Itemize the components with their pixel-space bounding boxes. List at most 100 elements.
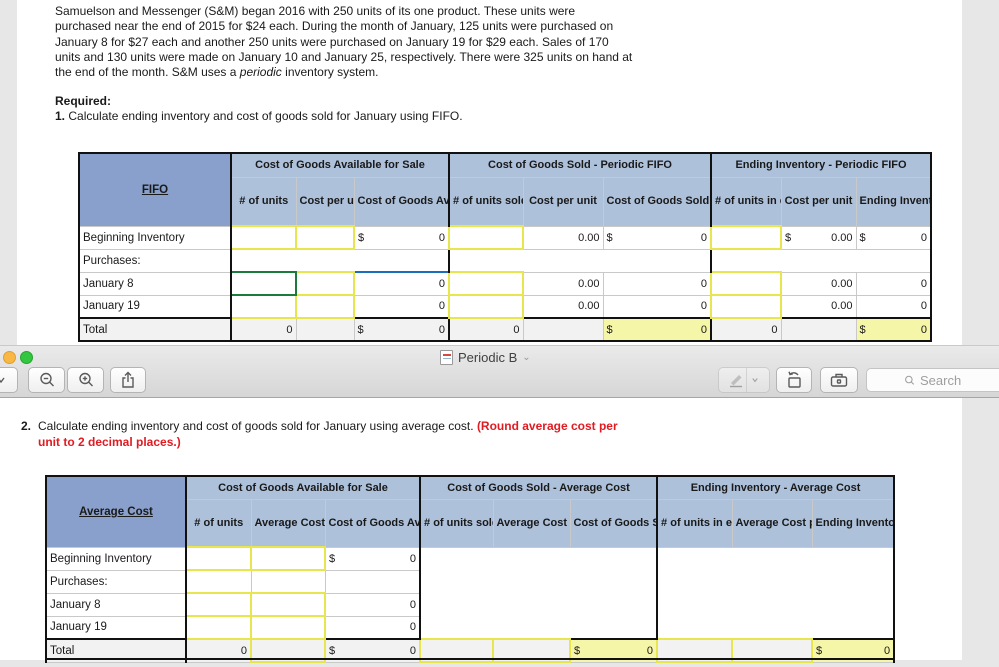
avg-ending-workspace: [656, 546, 895, 640]
fifo-begin-units-sold-input[interactable]: [448, 225, 525, 250]
fifo-jan19-units-input[interactable]: [230, 294, 297, 319]
row-label: January 19: [45, 615, 187, 640]
problem-text-italic: periodic: [239, 65, 282, 80]
fifo-jan19-units-sold-input[interactable]: [448, 294, 525, 319]
value: 0: [883, 644, 891, 657]
value: 0: [438, 231, 446, 244]
avg-cogs-workspace: [419, 546, 658, 640]
zoom-in-button[interactable]: [67, 367, 104, 393]
fifo-jan8-cogs: 0: [602, 271, 712, 296]
currency-sign: $: [574, 644, 581, 657]
col-header: # of units sold: [448, 176, 524, 227]
avg-total-units-sold-input[interactable]: [419, 638, 495, 663]
zoom-traffic-light[interactable]: [20, 351, 33, 364]
fifo-total-end: $0: [855, 317, 932, 342]
fifo-jan19-cpu-input[interactable]: [295, 294, 355, 319]
problem-text-end: inventory system.: [281, 65, 379, 80]
fifo-section-cogs: Cost of Goods Sold - Periodic FIFO: [448, 152, 712, 178]
fifo-begin-cogs-cpu: 0.00: [522, 225, 604, 250]
sidebar-view-button[interactable]: [0, 367, 18, 393]
row-label: Purchases:: [78, 248, 232, 273]
empty-cell: [522, 317, 604, 342]
col-header: Cost of Goods Sold: [569, 498, 658, 548]
table-row: Beginning Inventory $0: [45, 546, 895, 640]
highlight-dropdown: [745, 368, 763, 392]
empty-cell: [780, 317, 857, 342]
currency-sign: $: [358, 231, 365, 244]
col-header: Average Cost per unit: [731, 498, 813, 548]
currency-sign: $: [606, 231, 613, 244]
avg-jan19-cpu-input[interactable]: [250, 615, 326, 640]
avg-begin-units-input[interactable]: [185, 546, 252, 571]
col-header: Cost of Goods Available for Sale: [353, 176, 450, 227]
fifo-jan8-end: 0: [855, 271, 932, 296]
fifo-jan19-units-end-input[interactable]: [710, 294, 783, 319]
currency-sign: $: [859, 231, 866, 244]
rotate-left-button[interactable]: [776, 367, 812, 393]
col-header: Ending Inventory: [855, 176, 932, 227]
fifo-begin-cpu-input[interactable]: [295, 225, 355, 250]
fifo-begin-units-input[interactable]: [230, 225, 297, 250]
avg-corner-cell: Average Cost: [45, 475, 187, 548]
fifo-jan8-cpu-input[interactable]: [295, 271, 355, 296]
value: 0: [409, 644, 417, 657]
share-icon: [122, 371, 134, 388]
window-title: Periodic B: [458, 350, 518, 365]
avg-jan8-cpu-input[interactable]: [250, 592, 326, 617]
row-label: January 8: [45, 592, 187, 617]
fifo-total-cogs: $0: [602, 317, 712, 342]
rotate-left-icon: [788, 371, 801, 388]
requirement-2-number: 2.: [21, 419, 32, 433]
col-header: Average Cost per Unit: [492, 498, 571, 548]
empty-cell: [250, 569, 326, 594]
fifo-table: FIFO Cost of Goods Available for Sale Co…: [78, 152, 933, 342]
table-row: January 19 0 0.00 0 0.00 0: [78, 294, 932, 319]
row-label: Beginning Inventory: [45, 546, 187, 571]
fifo-jan8-units-input-selected[interactable]: [230, 271, 297, 296]
required-label: Required:: [55, 94, 112, 108]
empty-cell: [448, 248, 712, 273]
avg-begin-cpu-input[interactable]: [250, 546, 326, 571]
fifo-begin-units-end-input[interactable]: [710, 225, 783, 250]
fifo-jan8-units-end-input[interactable]: [710, 271, 783, 296]
empty-cell: [295, 317, 355, 342]
fifo-jan8-units-sold-input[interactable]: [448, 271, 525, 296]
fifo-begin-cogafs: $0: [353, 225, 450, 250]
window-title-group: Periodic B ⌄: [440, 349, 531, 366]
col-header: # of units sold: [419, 498, 494, 548]
fifo-total-units-sold: 0: [448, 317, 524, 342]
search-icon: [905, 375, 915, 385]
avg-total-end-cpu-input[interactable]: [731, 638, 814, 663]
fifo-jan8-cogs-cpu: 0.00: [522, 271, 604, 296]
col-header: Cost of Goods Available for Sale: [324, 498, 421, 548]
row-label: Beginning Inventory: [78, 225, 232, 250]
avg-jan8-cogafs: 0: [324, 592, 421, 617]
col-header: Cost per unit: [780, 176, 857, 227]
document-icon: [440, 350, 453, 365]
title-chevron-down-icon[interactable]: ⌄: [522, 352, 531, 363]
fifo-jan8-end-cpu: 0.00: [780, 271, 857, 296]
col-header: # of units: [185, 498, 252, 548]
avg-jan19-units-input[interactable]: [185, 615, 252, 640]
markup-toolbox-button[interactable]: [820, 367, 858, 393]
fifo-jan19-cogs-cpu: 0.00: [522, 294, 604, 319]
value: 0: [409, 552, 417, 565]
minimize-traffic-light[interactable]: [3, 351, 16, 364]
zoom-in-icon: [78, 372, 93, 387]
col-header: Ending Inventory: [811, 498, 895, 548]
avg-jan8-units-input[interactable]: [185, 592, 252, 617]
currency-sign: $: [357, 323, 364, 336]
fifo-total-units: 0: [230, 317, 297, 342]
row-label: Purchases:: [45, 569, 187, 594]
average-cost-table: Average Cost Cost of Goods Available for…: [45, 475, 896, 663]
problem-paragraph: Samuelson and Messenger (S&M) began 2016…: [55, 4, 633, 80]
empty-cell: [230, 248, 450, 273]
share-button[interactable]: [110, 367, 146, 393]
search-input[interactable]: Search: [866, 368, 999, 392]
table-row: January 8 0: [45, 592, 894, 617]
chevron-down-icon: [0, 377, 5, 384]
value: 0: [700, 323, 708, 336]
search-placeholder: Search: [920, 372, 962, 388]
zoom-out-button[interactable]: [28, 367, 65, 393]
highlighter-icon: [729, 375, 742, 388]
